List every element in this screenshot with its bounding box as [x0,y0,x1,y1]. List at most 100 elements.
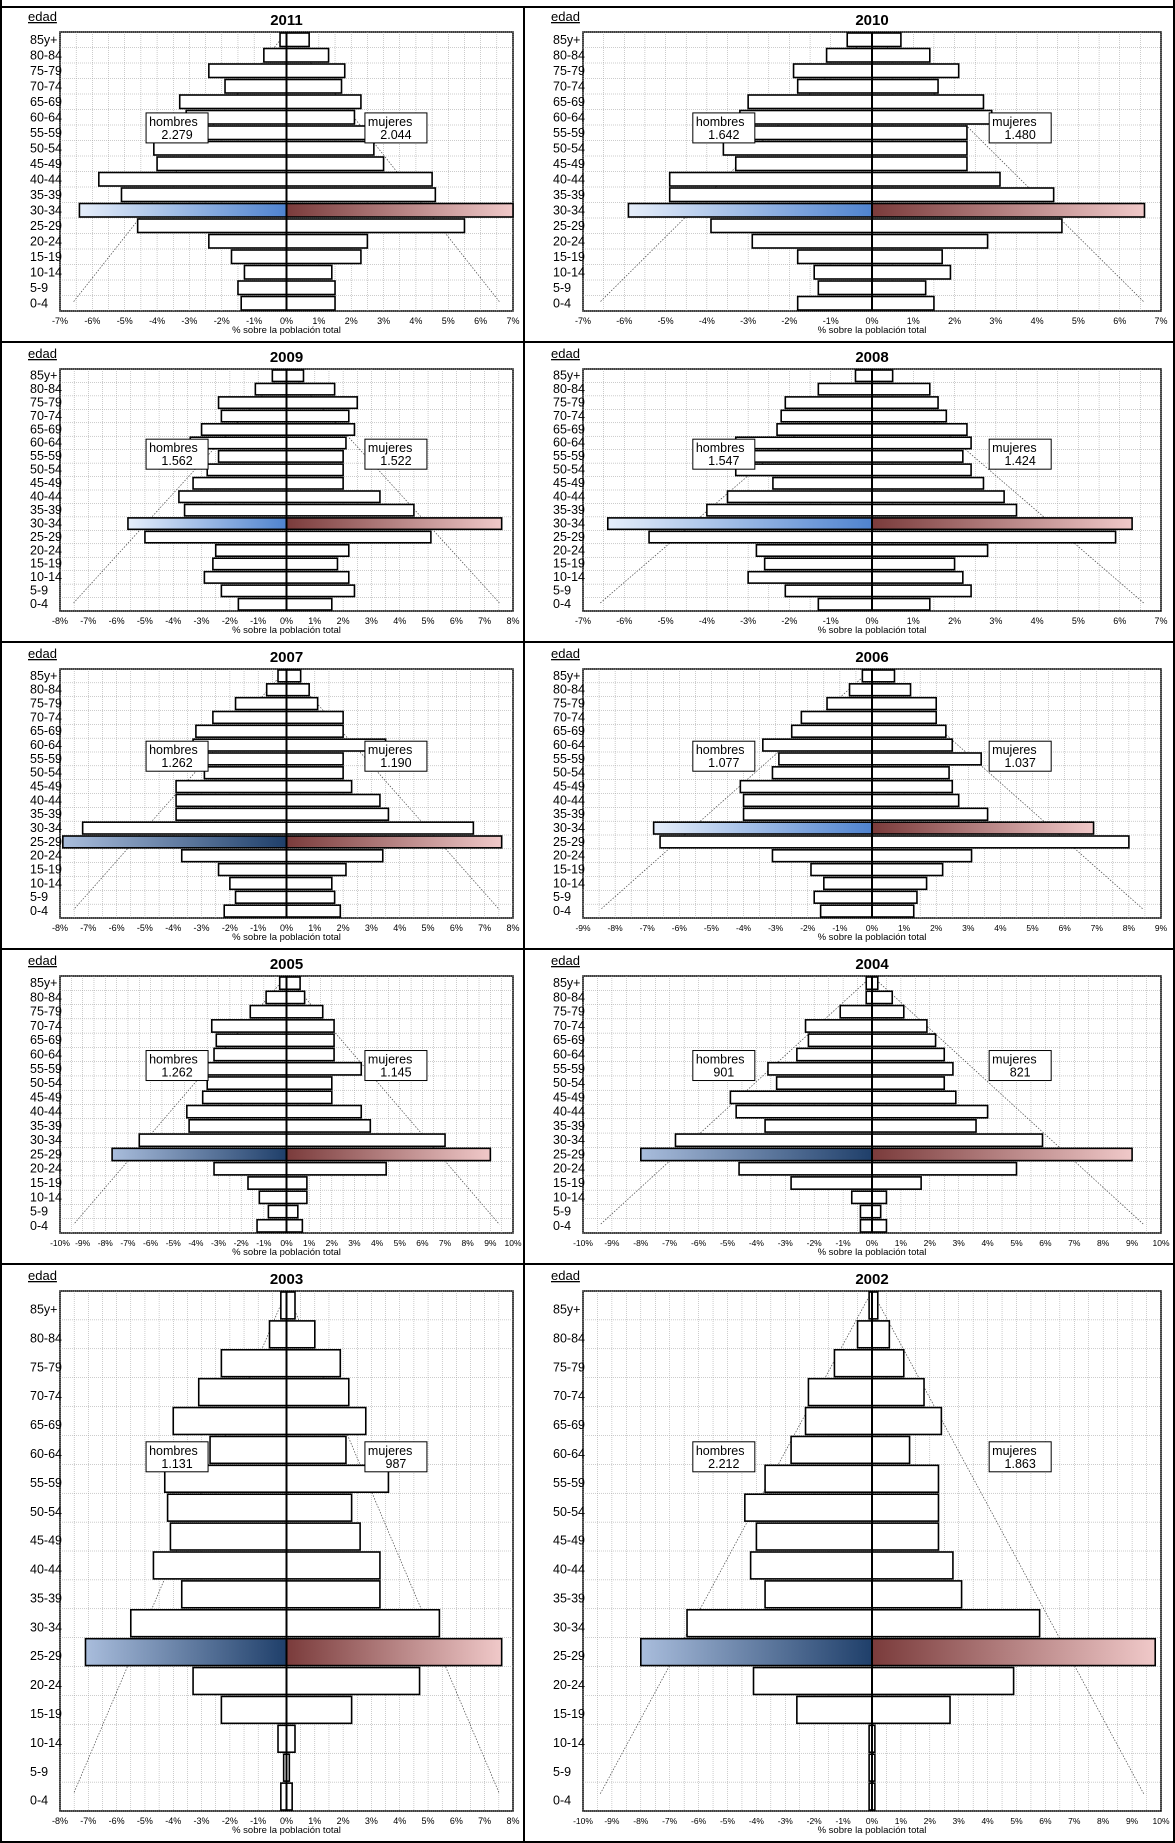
bar-mujeres-15-19 [285,1176,308,1190]
x-tick-label: -7% [662,1238,678,1248]
bar-hombres-45-49 [729,1090,873,1105]
age-label: 80-84 [553,990,585,1004]
bar-hombres-60-64 [213,1047,288,1062]
x-axis-label: % sobre la población total [818,1247,927,1258]
age-label: 40-44 [553,793,585,807]
bar-hombres-80-84 [856,1320,873,1349]
age-label: 75-79 [30,395,62,409]
bar-hombres-50-54 [722,140,873,156]
x-tick-label: 0% [866,1816,879,1826]
bar-mujeres-55-59 [871,1464,940,1494]
pyramid-svg: 0-45-910-1415-1920-2425-2930-3435-3940-4… [551,646,1168,943]
bar-mujeres-40-44 [285,793,381,808]
x-tick-label: -5% [137,923,153,933]
bar-mujeres-50-54 [871,463,972,477]
bar-hombres-55-59 [734,449,873,463]
x-tick-label: -9% [604,1238,620,1248]
x-tick-label: 4% [371,1238,384,1248]
bar-mujeres-30-34 [285,821,475,835]
bar-mujeres-25-29 [871,1147,1133,1162]
svg-text:mujeres: mujeres [992,1053,1036,1067]
age-label: 70-74 [30,409,62,423]
bar-mujeres-35-39 [871,187,1055,203]
age-label: 75-79 [553,1360,585,1374]
age-label: 55-59 [30,1476,62,1490]
svg-text:1.863: 1.863 [1005,1457,1036,1471]
x-tick-label: -4% [736,923,752,933]
age-label: 55-59 [30,449,62,463]
bar-hombres-70-74 [780,409,873,423]
age-label: 50-54 [553,463,585,477]
pyramid-2004: 0-4 5-9 10-14 15-19 20-24 25-29 30-34 35-39 40-4… [525,950,1173,1265]
bar-hombres-35-39 [742,807,873,821]
bar-hombres-65-69 [776,422,873,437]
age-label: 50-54 [553,142,585,156]
x-tick-label: 3% [365,923,378,933]
x-tick-label: -8% [98,1238,114,1248]
bar-mujeres-40-44 [285,1104,363,1119]
age-label: 60-64 [30,111,62,125]
bar-mujeres-65-69 [285,422,356,437]
bar-mujeres-45-49 [285,156,385,172]
bar-mujeres-45-49 [871,1090,957,1105]
age-label: 35-39 [553,188,585,202]
chart-title: 2005 [270,956,303,973]
x-tick-label: -6% [84,316,100,326]
age-label: 65-69 [30,724,62,738]
bar-hombres-65-69 [172,1406,288,1436]
bar-mujeres-10-14 [871,264,952,280]
bar-hombres-20-24 [771,849,873,863]
bar-mujeres-20-24 [285,543,350,558]
bar-hombres-75-79 [234,696,288,711]
bar-mujeres-75-79 [871,1004,905,1019]
bar-mujeres-75-79 [285,1004,324,1019]
bar-hombres-30-34 [129,1608,288,1638]
age-label: 25-29 [553,835,585,849]
x-tick-label: 4% [981,1816,994,1826]
bar-mujeres-40-44 [871,1551,954,1580]
bar-hombres-65-69 [178,94,288,110]
bar-mujeres-0-4 [871,904,915,918]
age-label: 75-79 [30,1005,62,1019]
x-tick-label: 1% [895,1238,908,1248]
x-tick-label: -7% [120,1238,136,1248]
y-axis-label: edad [28,1268,57,1283]
x-tick-label: 6% [450,616,463,626]
top-strip [0,0,1175,8]
bar-mujeres-35-39 [871,807,989,821]
x-tick-label: 0% [280,923,293,933]
bar-mujeres-60-64 [871,109,993,125]
age-label: 55-59 [553,1476,585,1490]
x-tick-label: -5% [658,616,674,626]
bar-hombres-25-29 [144,530,288,544]
age-label: 15-19 [553,250,585,264]
age-label: 45-49 [553,1534,585,1548]
age-label: 75-79 [553,64,585,78]
x-tick-label: 3% [989,316,1002,326]
pyramid-svg: 0-45-910-1415-1920-2425-2930-3435-3940-4… [28,646,520,943]
bar-hombres-45-49 [192,476,288,490]
bar-hombres-75-79 [833,1348,873,1378]
svg-text:1.262: 1.262 [161,756,192,770]
bar-mujeres-40-44 [871,171,1001,187]
bar-hombres-45-49 [772,476,873,490]
chart-title: 2009 [270,349,303,366]
x-tick-label: 3% [377,316,390,326]
svg-text:1.037: 1.037 [1005,756,1036,770]
age-label: 40-44 [30,173,62,187]
bar-mujeres-5-9 [285,584,356,598]
bar-mujeres-80-84 [285,47,330,63]
bar-hombres-30-34 [652,821,873,835]
y-axis-label: edad [28,346,57,361]
bar-mujeres-30-34 [285,1608,441,1638]
bar-hombres-30-34 [606,517,873,531]
bar-hombres-65-69 [804,1406,873,1436]
bar-mujeres-75-79 [871,696,938,711]
age-label: 65-69 [30,95,62,109]
age-label: 25-29 [30,1649,62,1663]
bar-hombres-5-9 [813,890,873,904]
